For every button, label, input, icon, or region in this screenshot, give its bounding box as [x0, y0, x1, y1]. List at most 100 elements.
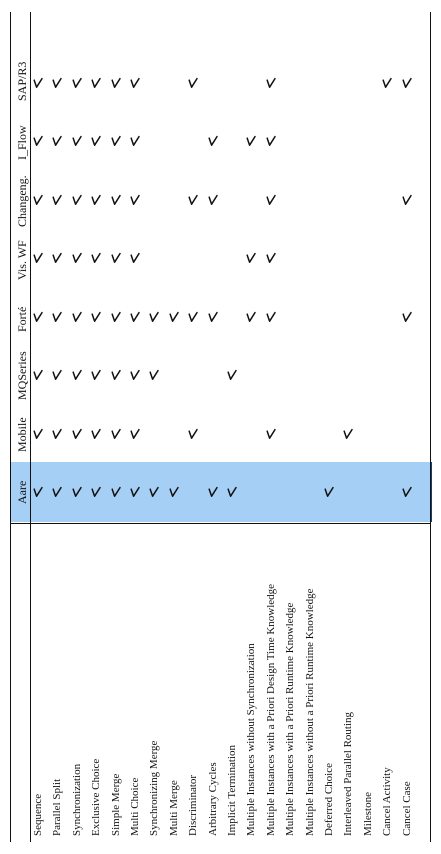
check-mark-icon: [129, 194, 141, 206]
pattern-label: Cancel Activity: [381, 767, 394, 836]
pattern-label: Synchronization: [70, 763, 83, 836]
check-mark-icon: [90, 252, 102, 264]
pattern-label: Parallel Split: [51, 778, 64, 836]
check-mark-icon: [148, 311, 160, 323]
check-mark-icon: [245, 252, 257, 264]
column-header: Mobile: [15, 417, 29, 453]
check-mark-icon: [401, 486, 413, 498]
check-mark-icon: [71, 428, 83, 440]
check-mark-icon: [129, 369, 141, 381]
check-mark-icon: [265, 252, 277, 264]
check-mark-icon: [51, 311, 63, 323]
check-mark-icon: [71, 252, 83, 264]
check-mark-icon: [32, 486, 44, 498]
pattern-label: Arbitrary Cycles: [206, 762, 219, 836]
check-mark-icon: [90, 428, 102, 440]
check-mark-icon: [245, 135, 257, 147]
check-mark-icon: [51, 135, 63, 147]
pattern-label: Interleaved Parallel Routing: [342, 711, 355, 836]
check-mark-icon: [265, 135, 277, 147]
check-mark-icon: [51, 194, 63, 206]
table-rule-columns-end: [10, 523, 430, 525]
check-mark-icon: [32, 77, 44, 89]
check-mark-icon: [71, 194, 83, 206]
column-header: Aare: [15, 481, 29, 505]
check-mark-icon: [265, 428, 277, 440]
pattern-label: Milestone: [361, 792, 374, 836]
pattern-label: Multi Merge: [167, 780, 180, 836]
check-mark-icon: [110, 428, 122, 440]
check-mark-icon: [90, 77, 102, 89]
pattern-label: Multiple Instances with a Priori Runtime…: [284, 602, 297, 836]
check-mark-icon: [187, 194, 199, 206]
check-mark-icon: [265, 194, 277, 206]
check-mark-icon: [401, 77, 413, 89]
check-mark-icon: [187, 428, 199, 440]
check-mark-icon: [129, 135, 141, 147]
check-mark-icon: [51, 428, 63, 440]
column-header: MQSeries: [15, 351, 29, 400]
check-mark-icon: [265, 77, 277, 89]
table-rule-right: [430, 12, 432, 842]
check-mark-icon: [207, 486, 219, 498]
check-mark-icon: [51, 369, 63, 381]
column-header: Changeng.: [15, 175, 29, 228]
check-mark-icon: [265, 311, 277, 323]
column-header: Forté: [15, 306, 29, 332]
check-mark-icon: [148, 486, 160, 498]
check-mark-icon: [226, 369, 238, 381]
check-mark-icon: [129, 486, 141, 498]
highlight-column-aare: [10, 462, 432, 522]
check-mark-icon: [148, 369, 160, 381]
check-mark-icon: [51, 486, 63, 498]
check-mark-icon: [129, 428, 141, 440]
check-mark-icon: [71, 486, 83, 498]
pattern-label: Multiple Instances without Synchronizati…: [245, 643, 258, 836]
check-mark-icon: [32, 428, 44, 440]
check-mark-icon: [129, 311, 141, 323]
check-mark-icon: [187, 77, 199, 89]
check-mark-icon: [90, 194, 102, 206]
column-header: SAP/R3: [15, 61, 29, 102]
check-mark-icon: [110, 252, 122, 264]
check-mark-icon: [110, 194, 122, 206]
check-mark-icon: [110, 135, 122, 147]
column-header: Vis. WF: [15, 239, 29, 280]
check-mark-icon: [207, 311, 219, 323]
check-mark-icon: [168, 311, 180, 323]
pattern-label: Multi Choice: [129, 777, 141, 836]
check-mark-icon: [342, 428, 354, 440]
check-mark-icon: [90, 369, 102, 381]
pattern-label: Implicit Termination: [226, 745, 238, 836]
table-rule-header: [30, 12, 32, 842]
check-mark-icon: [110, 369, 122, 381]
pattern-label: Discriminator: [187, 774, 200, 836]
check-mark-icon: [71, 369, 83, 381]
check-mark-icon: [110, 77, 122, 89]
check-mark-icon: [110, 311, 122, 323]
pattern-label: Sequence: [32, 793, 44, 836]
pattern-label: Exclusive Choice: [90, 758, 103, 836]
table-rule-left: [10, 12, 12, 842]
check-mark-icon: [110, 486, 122, 498]
check-mark-icon: [32, 135, 44, 147]
pattern-label: Multiple Instances with a Priori Design …: [264, 583, 277, 836]
pattern-label: Simple Merge: [109, 773, 122, 836]
check-mark-icon: [32, 194, 44, 206]
check-mark-icon: [71, 135, 83, 147]
check-mark-icon: [187, 311, 199, 323]
column-header: I_Flow: [15, 124, 29, 160]
check-mark-icon: [71, 77, 83, 89]
check-mark-icon: [51, 77, 63, 89]
check-mark-icon: [129, 77, 141, 89]
pattern-label: Synchronizing Merge: [148, 740, 161, 836]
check-mark-icon: [168, 486, 180, 498]
check-mark-icon: [401, 311, 413, 323]
check-mark-icon: [32, 311, 44, 323]
pattern-label: Cancel Case: [400, 781, 413, 836]
check-mark-icon: [245, 311, 257, 323]
check-mark-icon: [207, 194, 219, 206]
pattern-label: Deferred Choice: [323, 763, 335, 836]
check-mark-icon: [381, 77, 393, 89]
